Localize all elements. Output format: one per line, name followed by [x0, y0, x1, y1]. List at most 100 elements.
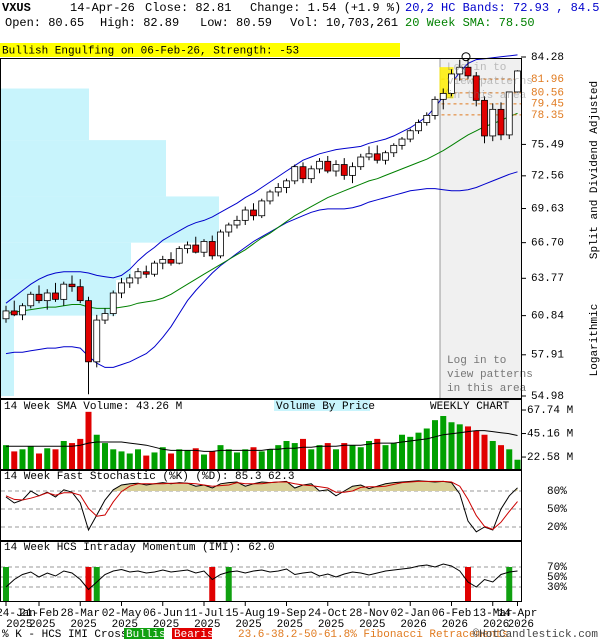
candle-body	[489, 108, 497, 137]
candle-body	[200, 241, 208, 253]
candle-body	[324, 160, 332, 172]
candle-body	[373, 153, 381, 161]
footer-legend: % K - HCS IMI Crossover,	[2, 629, 160, 640]
volume-bar	[27, 446, 34, 469]
candle-body	[472, 75, 480, 101]
candle-body	[167, 259, 175, 264]
volume-bar	[283, 440, 290, 469]
volume: Vol: 10,703,261	[290, 16, 398, 30]
volume-bar	[151, 452, 158, 469]
volume-bar	[159, 447, 166, 469]
y-tick-label: 22.58 M	[527, 452, 573, 464]
crossover-signal	[209, 567, 216, 601]
open: Open: 80.65	[5, 16, 84, 30]
volume-bar	[85, 411, 92, 469]
volume-sma	[6, 430, 518, 452]
fibonacci-label: 78.35	[531, 110, 564, 122]
crossover-signal	[465, 567, 471, 601]
volume-bar	[118, 451, 125, 469]
y-tick-label: 57.91	[531, 350, 564, 362]
volume-bar	[448, 422, 455, 469]
volume-bar	[481, 434, 488, 469]
candle-body	[35, 293, 43, 302]
candle-body	[118, 282, 125, 294]
footer-fibonacci: 23.6-38.2-50-61.8% Fibonacci Retracement…	[238, 629, 509, 640]
volume-bar	[423, 428, 430, 469]
imi-line	[5, 563, 518, 591]
x-tick-label: 13-Mar 2026	[473, 608, 513, 631]
stochastic-frame	[0, 470, 522, 541]
y-tick-label: 70%	[547, 562, 567, 574]
fibonacci-label: 80.56	[531, 88, 564, 100]
vbp-label-bg	[274, 400, 370, 411]
volume-bar	[69, 443, 75, 469]
crossover-signal	[85, 567, 92, 601]
volume-bar	[201, 454, 207, 469]
candle-body	[332, 164, 340, 172]
x-tick-label: 14-Apr 2026	[498, 608, 538, 631]
y-tick-label: 63.77	[531, 273, 564, 285]
volume-by-price-bar	[1, 140, 166, 197]
volume-bar	[440, 415, 447, 469]
candle-body	[274, 187, 282, 193]
y-tick-label: 67.74 M	[527, 405, 573, 417]
candle-body	[192, 244, 200, 253]
y-tick-label: 60.84	[531, 311, 564, 323]
candle-body	[448, 73, 455, 94]
plot-area: 84.28 75.49 72.56 69.63 66.70 63.77 60.84 57.91…	[0, 52, 573, 631]
side-label: Logarithmic	[589, 304, 600, 377]
y-tick-label: 66.70	[531, 238, 564, 250]
annotation: in this area	[447, 90, 527, 102]
volume-bar	[192, 448, 199, 469]
candle-body	[357, 156, 365, 168]
candle-body	[93, 319, 101, 363]
annotation: view patterns	[447, 76, 533, 88]
footer-bullish: Bullish	[126, 629, 172, 640]
symbol: VXUS	[2, 1, 31, 15]
volume-bar	[456, 424, 463, 469]
volume-bar	[316, 445, 323, 469]
imi-frame	[0, 541, 522, 602]
candle-body	[19, 305, 26, 316]
volume-bar	[250, 447, 257, 469]
candle-body	[233, 219, 241, 226]
y-tick-label: 45.16 M	[527, 428, 573, 440]
candle-body	[398, 138, 406, 146]
candle-body	[85, 300, 92, 363]
crossover-signal	[3, 567, 9, 601]
annotation: Log in to	[447, 355, 506, 367]
candle-body	[134, 271, 142, 279]
candle-body	[283, 180, 290, 188]
candle-body	[349, 166, 356, 176]
candle-body	[299, 166, 307, 180]
stochastic-line	[5, 480, 518, 530]
volume-bar	[77, 438, 84, 469]
candle-body	[159, 259, 167, 264]
crossover-signal	[506, 567, 513, 601]
candle-body	[184, 244, 191, 250]
volume-bar	[399, 434, 405, 469]
volume-bar	[267, 449, 273, 469]
candle-body	[291, 166, 299, 182]
volume-bar	[324, 443, 331, 469]
y-tick-label: 54.98	[531, 391, 564, 403]
volume-bar	[36, 453, 42, 469]
volume-bar	[93, 434, 100, 469]
pattern-title: Bullish Engulfing on 06-Feb-26, Strength…	[2, 45, 299, 57]
candle-body	[142, 271, 150, 275]
volume-frame	[0, 399, 522, 470]
candle-body	[406, 130, 414, 140]
volume-bar	[135, 449, 141, 469]
candle-body	[431, 98, 439, 116]
bullish-swatch	[124, 628, 164, 639]
volume-bar	[275, 445, 282, 469]
candle-body	[60, 283, 68, 300]
fibonacci-label: 81.96	[531, 74, 564, 86]
vbp-label: Volume By Price	[276, 401, 375, 413]
candle-body	[10, 310, 18, 316]
volume-bar	[432, 420, 438, 469]
volume-bar	[341, 443, 348, 469]
x-tick-label: 24-Oct 2025	[308, 608, 348, 631]
close: Close: 82.81	[145, 1, 231, 15]
footer-bearish: Bearish	[174, 629, 220, 640]
